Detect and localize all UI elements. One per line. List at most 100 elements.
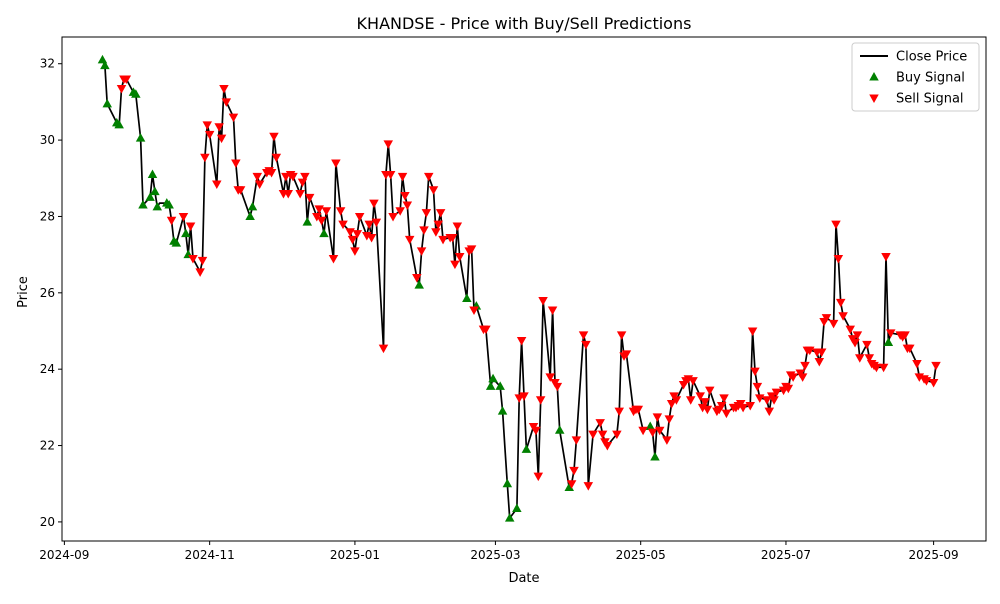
sell-signal-marker <box>454 253 465 262</box>
sell-signal-marker <box>547 306 558 315</box>
sell-signal-marker <box>516 337 527 346</box>
sell-signal-marker <box>595 419 605 428</box>
sell-signal-marker <box>352 230 363 239</box>
legend-entry-label: Buy Signal <box>896 71 965 86</box>
sell-signal-marker <box>300 172 310 182</box>
sell-signal-marker <box>116 85 127 94</box>
sell-signal-marker <box>828 319 839 329</box>
sell-signal-marker <box>638 426 648 436</box>
sell-signal-marker <box>266 169 277 178</box>
sell-signal-marker <box>188 254 198 264</box>
sell-signal-marker <box>388 212 398 222</box>
sell-signal-marker <box>338 220 348 230</box>
buy-signal-marker <box>650 452 660 461</box>
sell-signal-marker <box>805 346 815 356</box>
sell-signal-marker <box>750 367 760 377</box>
sell-signal-marker <box>747 327 758 336</box>
sell-signal-marker <box>354 212 365 222</box>
sell-signal-marker <box>283 190 293 199</box>
sell-signal-marker <box>212 180 222 189</box>
buy-signal-marker <box>502 478 513 488</box>
sell-signal-marker <box>421 209 432 218</box>
sell-signal-marker <box>821 314 832 323</box>
buy-signal-marker <box>181 228 191 238</box>
sell-signal-marker <box>438 235 448 245</box>
buy-signal-marker <box>135 133 146 142</box>
sell-signal-marker <box>571 436 582 445</box>
buy-signal-marker <box>114 119 124 129</box>
sell-signal-marker <box>855 354 865 363</box>
sell-signal-marker <box>685 396 696 405</box>
sell-signal-marker <box>833 254 844 264</box>
sell-signal-marker <box>469 306 479 315</box>
buy-signal-marker <box>100 60 110 70</box>
y-tick-label: 24 <box>40 362 55 376</box>
sell-signal-marker <box>671 396 682 405</box>
sell-signal-marker <box>905 344 915 354</box>
sell-signal-marker <box>862 340 872 350</box>
sell-signal-marker <box>912 359 922 369</box>
sell-signal-marker <box>705 386 715 396</box>
buy-signal-marker <box>150 186 160 196</box>
sell-signal-marker <box>921 377 932 386</box>
sell-signal-marker <box>452 222 463 231</box>
legend: Close Price Buy Signal Sell Signal <box>851 42 980 112</box>
sell-signal-marker <box>435 209 446 218</box>
buy-signal-markers <box>97 54 894 522</box>
y-tick-label: 22 <box>40 439 55 453</box>
buy-signal-marker <box>164 200 174 209</box>
sell-signal-marker <box>835 298 846 308</box>
sell-signal-marker <box>531 426 541 436</box>
sell-signal-marker <box>702 405 713 415</box>
sell-signal-marker <box>331 159 341 168</box>
sell-signal-marker <box>578 331 589 340</box>
sell-signal-marker <box>219 85 229 94</box>
y-tick-label: 30 <box>40 133 55 147</box>
sell-signal-marker <box>588 430 598 440</box>
buy-signal-marker <box>138 200 148 209</box>
sell-signal-marker <box>295 190 305 199</box>
sell-signal-marker <box>328 254 339 264</box>
sell-signal-marker <box>271 153 282 163</box>
y-tick-label: 32 <box>40 57 55 71</box>
sell-signal-marker <box>269 132 279 142</box>
sell-signal-marker <box>202 121 213 130</box>
x-tick-label: 2024-09 <box>39 548 89 562</box>
sell-signal-marker <box>831 220 841 230</box>
sell-signal-marker <box>433 220 444 230</box>
sell-signal-marker <box>197 256 208 266</box>
sell-signal-marker <box>928 379 939 388</box>
sell-signal-marker <box>814 358 825 367</box>
sell-signal-marker <box>771 388 782 398</box>
sell-signal-marker <box>335 207 346 216</box>
x-tick-label: 2024-11 <box>185 548 235 562</box>
buy-signal-marker <box>245 211 255 220</box>
sell-signal-marker <box>800 361 810 371</box>
legend-entry-label: Close Price <box>896 50 967 65</box>
sell-signal-marker <box>400 191 410 201</box>
sell-signal-marker <box>597 430 608 440</box>
x-axis: 2024-09 2024-11 2025-01 2025-03 2025-05 2025-… <box>39 541 959 562</box>
sell-signal-marker <box>316 216 327 226</box>
buy-signal-marker <box>521 444 532 453</box>
sell-signal-marker <box>764 407 775 417</box>
sell-signal-marker <box>738 403 748 413</box>
sell-signal-marker <box>178 212 189 222</box>
sell-signal-marker <box>762 396 772 405</box>
chart-title: KHANDSE - Price with Buy/Sell Prediction… <box>357 14 692 33</box>
sell-signal-marker <box>416 247 427 256</box>
sell-signal-marker <box>419 226 429 235</box>
sell-signal-marker <box>347 235 358 245</box>
sell-signal-marker <box>538 296 548 306</box>
buy-signal-marker <box>102 98 112 108</box>
buy-signal-marker <box>145 192 155 201</box>
sell-signal-marker <box>931 361 941 371</box>
sell-signal-marker <box>566 480 577 489</box>
sell-signal-marker <box>616 331 627 340</box>
sell-signal-marker <box>535 396 546 405</box>
sell-signal-marker <box>228 113 239 123</box>
y-tick-label: 28 <box>40 209 55 223</box>
sell-signal-markers <box>116 75 941 491</box>
sell-signal-marker <box>428 186 439 195</box>
